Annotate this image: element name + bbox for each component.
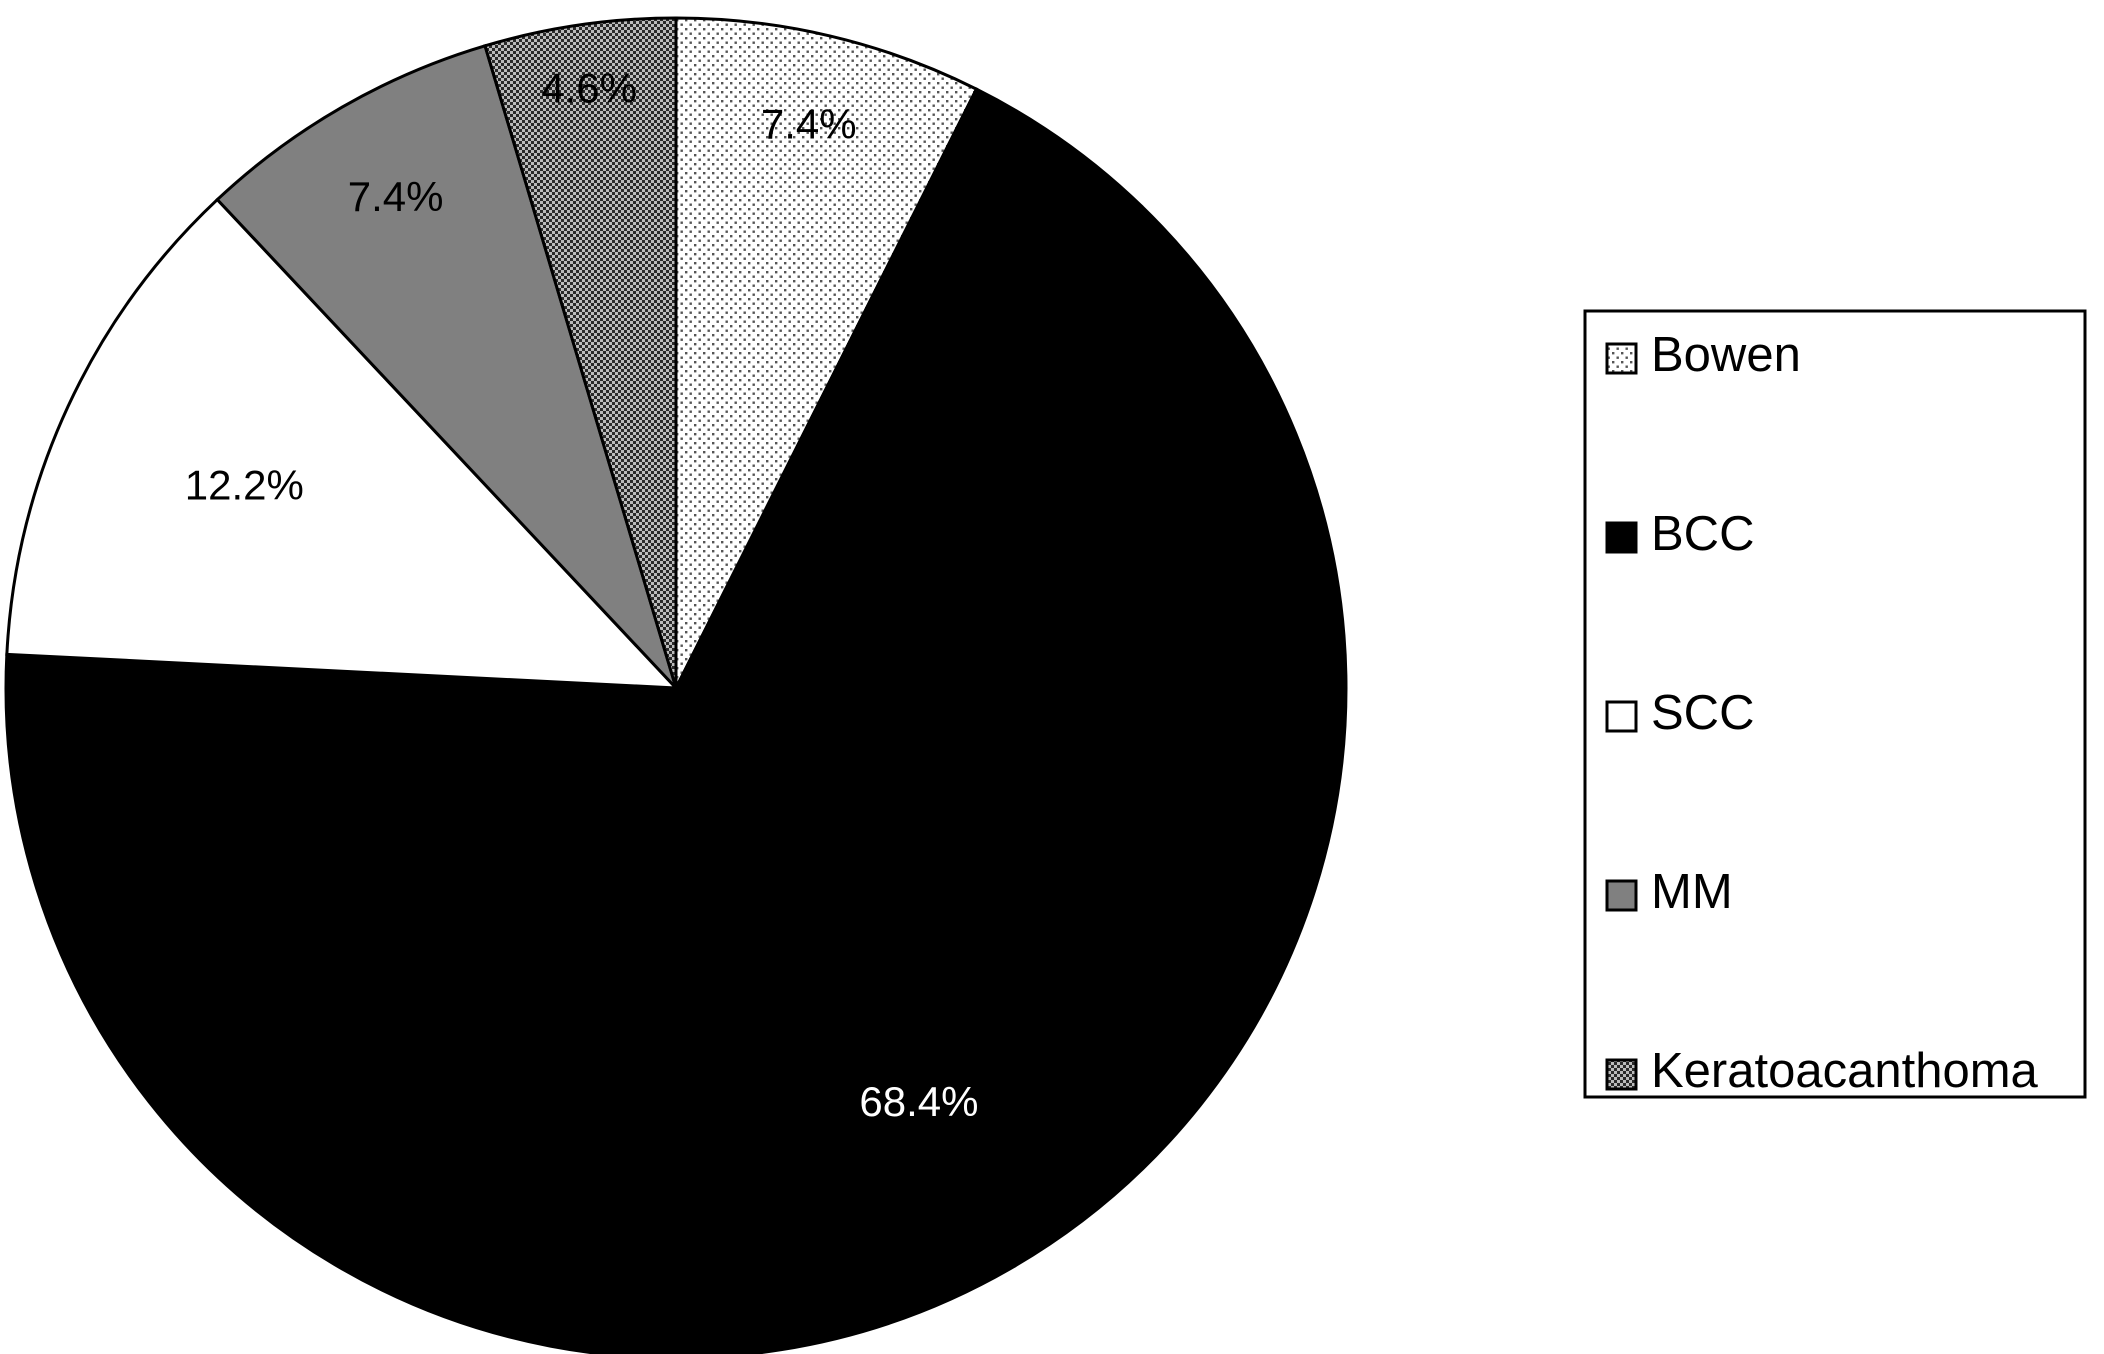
legend: Bowen BCC SCC MM Keratoacanthoma (1583, 309, 2087, 1099)
data-label-bowen: 7.4% (761, 100, 857, 147)
legend-label-mm: MM (1651, 865, 1733, 919)
data-label-scc: 12.2% (185, 461, 304, 508)
data-label-bcc: 68.4% (859, 1078, 978, 1125)
legend-swatch-mm (1605, 879, 1638, 912)
data-label-keratoacanthoma: 4.6% (541, 64, 637, 111)
legend-swatch-scc (1605, 700, 1638, 733)
legend-swatch-keratoacanthoma (1605, 1058, 1638, 1091)
data-label-mm: 7.4% (348, 173, 444, 220)
legend-label-bowen: Bowen (1651, 328, 1801, 382)
legend-swatch-bcc (1605, 521, 1638, 554)
legend-label-scc: SCC (1651, 686, 1754, 740)
legend-box (1583, 309, 2087, 1099)
legend-label-keratoacanthoma: Keratoacanthoma (1651, 1044, 2039, 1098)
legend-label-bcc: BCC (1651, 507, 1754, 561)
pie-slice-scc (5, 197, 680, 690)
pie-data-labels: 7.4% 68.4% 12.2% 7.4% 4.6% (185, 64, 979, 1124)
pie-slice-bcc (4, 87, 1348, 1354)
legend-swatch-bowen (1605, 342, 1638, 375)
pie-slice-mm (215, 43, 678, 690)
pie-slice-bowen (674, 16, 979, 689)
pie-slices (4, 16, 1348, 1354)
pie-slice-keratoacanthoma (483, 16, 678, 689)
